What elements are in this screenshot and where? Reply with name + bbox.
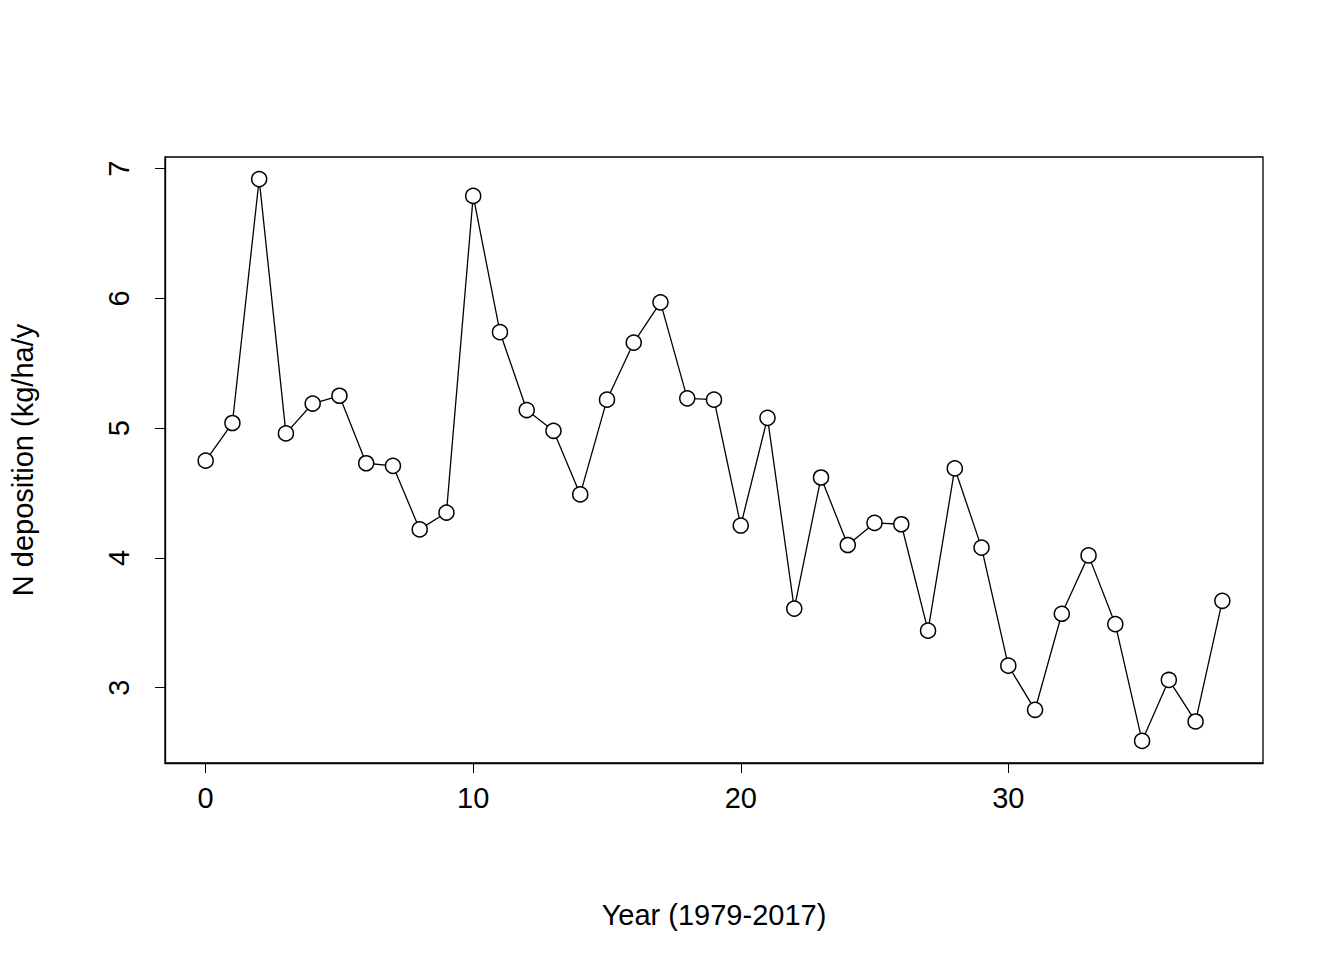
svg-text:5: 5 (103, 420, 135, 436)
svg-text:7: 7 (103, 161, 135, 177)
svg-text:Year (1979-2017): Year (1979-2017) (602, 899, 827, 931)
svg-text:10: 10 (457, 782, 489, 814)
svg-text:20: 20 (725, 782, 757, 814)
svg-text:4: 4 (103, 550, 135, 566)
svg-text:N deposition (kg/ha/y: N deposition (kg/ha/y (7, 323, 39, 596)
svg-text:6: 6 (103, 290, 135, 306)
svg-text:3: 3 (103, 680, 135, 696)
svg-text:0: 0 (198, 782, 214, 814)
svg-text:30: 30 (992, 782, 1024, 814)
